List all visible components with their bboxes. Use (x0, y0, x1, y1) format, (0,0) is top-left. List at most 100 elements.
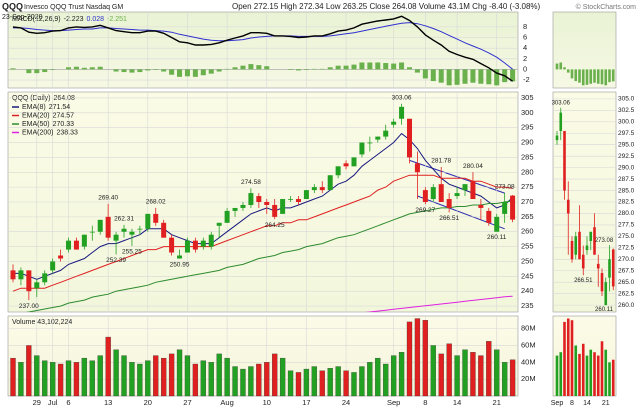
legend-value: 274.57 (53, 112, 75, 119)
candle-body (351, 157, 357, 167)
y-tick-label: 240 (521, 286, 534, 295)
legend-entry: EMA(200) 238.33 (22, 129, 78, 136)
mini-histogram-bar (574, 69, 578, 82)
security-name: Invesco QQQ Trust Nasdaq GM (24, 4, 123, 11)
volume-bar (129, 362, 135, 397)
macd-label: MACD(12,26,9) (12, 16, 61, 23)
candle-body (510, 195, 516, 220)
volume-bar (105, 336, 111, 397)
volume-bar (414, 318, 421, 397)
volume-bar (145, 360, 151, 397)
volume-bar (375, 357, 381, 397)
volume-bar (343, 370, 349, 397)
candle-body (454, 193, 460, 197)
candle-body (248, 193, 254, 205)
candle-body (169, 237, 175, 253)
volume-bar (509, 359, 516, 397)
candle-body (18, 270, 24, 280)
candle-body (42, 273, 48, 283)
candle-body (581, 254, 585, 269)
y-tick-label: 295 (521, 123, 534, 132)
candle-body (414, 163, 420, 173)
mini-histogram-bar (593, 69, 596, 83)
macd-histogram-bar (232, 67, 238, 70)
mini-x-tick-label: Sep (551, 400, 564, 407)
candle-body (58, 255, 64, 259)
volume-bar (359, 366, 365, 397)
price-annotation: 268.02 (146, 199, 166, 206)
legend-name: EMA(8) (22, 104, 46, 111)
quote: Open 272.15 High 272.34 Low 263.25 Close… (232, 2, 541, 11)
candle-body (129, 231, 135, 235)
candle-body (26, 270, 32, 292)
mini-y-tick-label: 302.5 (618, 107, 635, 114)
volume-bar (81, 357, 88, 397)
macd-tick-label: 0 (523, 64, 527, 73)
group (8, 15, 518, 86)
candle-body (600, 273, 604, 292)
candle-body (121, 228, 127, 232)
legend-name: EMA(20) (22, 112, 50, 119)
volume-bar (422, 320, 429, 397)
macd-histogram-bar (208, 69, 214, 74)
y-tick-label: 290 (521, 138, 534, 147)
ema-line (365, 295, 513, 312)
mini-y-tick-label: 285.0 (618, 187, 635, 194)
volume-bar (295, 372, 302, 397)
mini-volume-bar (600, 341, 604, 396)
x-tick-label: 13 (104, 398, 112, 407)
mini-volume-bar (608, 362, 611, 396)
mini-y-tick-label: 280.0 (618, 210, 635, 217)
volume-bar (10, 357, 16, 397)
candle-body (335, 166, 341, 176)
macd-histogram-bar (42, 69, 48, 73)
x-tick-label: 27 (183, 398, 191, 407)
candle-body (438, 184, 444, 202)
mini-volume-bar (570, 320, 574, 396)
candle-body (295, 199, 301, 202)
trend-line (417, 195, 505, 230)
candle-body (137, 228, 143, 230)
volume-bar (303, 368, 310, 397)
price-annotation: 273.08 (495, 184, 515, 191)
volume-bar (26, 345, 32, 397)
volume-bar (137, 363, 143, 397)
price-annotation: 264.25 (265, 222, 285, 229)
y-tick-label: 250 (521, 256, 534, 265)
macd-histogram-bar (486, 69, 492, 85)
candle-body (145, 213, 151, 229)
volume-bar (272, 353, 278, 397)
y-tick-label: 305 (521, 93, 534, 102)
mini-y-tick-label: 267.5 (618, 267, 635, 274)
price-annotation: 262.31 (114, 216, 134, 223)
candle-body (596, 263, 600, 269)
candle-body (604, 282, 608, 306)
volume-bar (430, 345, 436, 397)
candle-body (192, 240, 198, 250)
macd-last: -2.223 (64, 16, 84, 23)
candle-body (399, 106, 405, 119)
mini-y-tick-label: 300.0 (618, 119, 635, 126)
volume-bar (287, 370, 294, 397)
volume-tick-label: 80M (521, 324, 536, 333)
macd-histogram-bar (121, 69, 127, 73)
x-tick-label: 24 (342, 398, 350, 407)
group (10, 103, 516, 312)
candle-body (105, 216, 111, 238)
candle-body (585, 245, 589, 251)
mini-volume-bar (596, 355, 600, 396)
candle-body (327, 175, 333, 191)
macd-histogram-bar (200, 69, 206, 76)
mini-volume-bar (559, 352, 563, 396)
price-annotation: 255.25 (122, 249, 142, 256)
volume-bar (478, 355, 484, 397)
signal-last: 0.028 (87, 16, 105, 23)
y-tick-label: 245 (521, 271, 534, 280)
candle-body (559, 112, 563, 131)
macd-line (12, 15, 513, 82)
mini-histogram-bar (581, 69, 585, 86)
macd-legend: MACD(12,26,9) -2.223 0.028 -2.251 (12, 16, 127, 23)
volume-bar (224, 357, 230, 397)
volume-tick-label: 20M (521, 374, 536, 383)
candle-body (555, 135, 559, 141)
